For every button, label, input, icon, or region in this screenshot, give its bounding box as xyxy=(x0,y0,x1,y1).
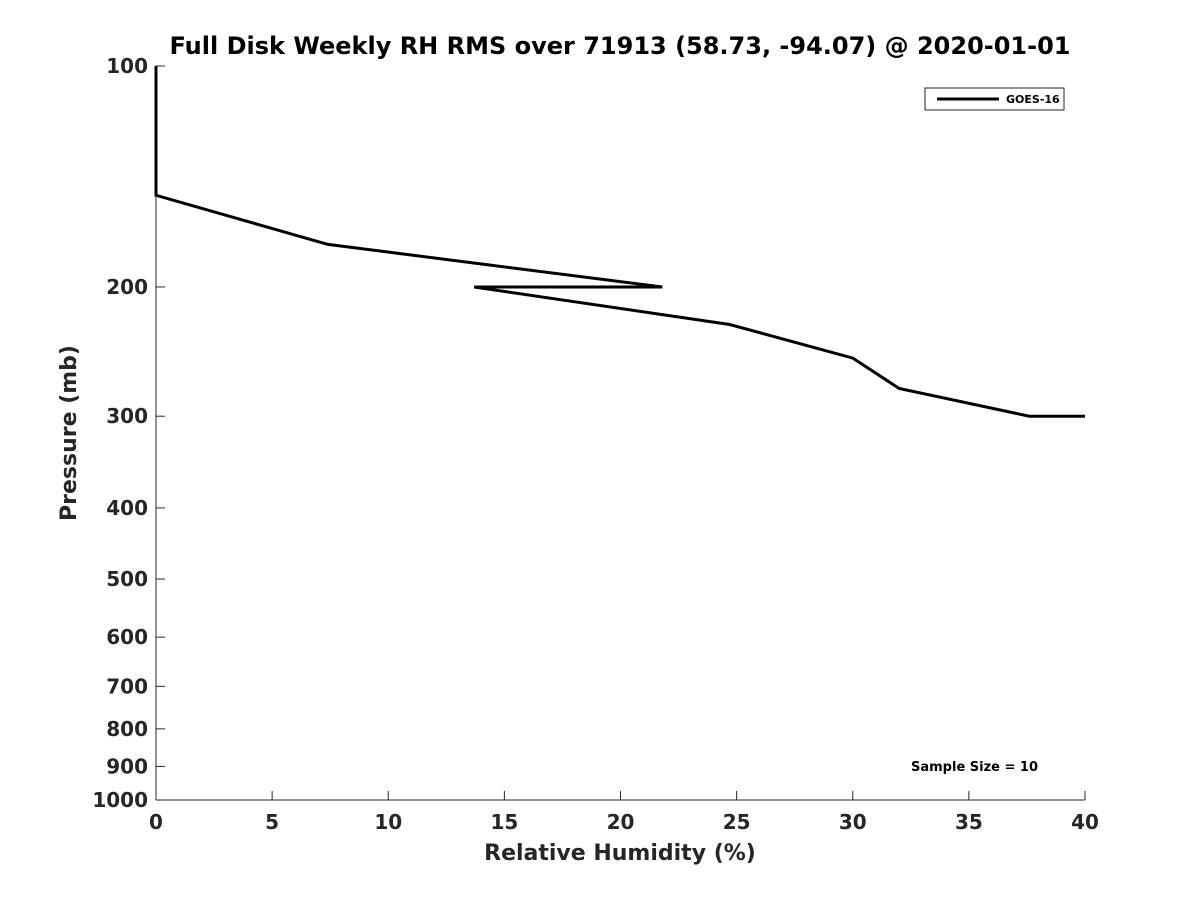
legend-label-goes-16: GOES-16 xyxy=(1006,93,1060,106)
x-tick-label-35: 35 xyxy=(955,810,983,834)
x-tick-label-20: 20 xyxy=(607,810,635,834)
x-tick-label-25: 25 xyxy=(723,810,751,834)
x-tick-label-30: 30 xyxy=(839,810,867,834)
y-axis-label: Pressure (mb) xyxy=(57,345,82,521)
x-tick-label-15: 15 xyxy=(490,810,518,834)
y-tick-label-900: 900 xyxy=(106,754,148,778)
series-layer xyxy=(156,66,1085,416)
x-tick-label-5: 5 xyxy=(265,810,279,834)
y-tick-label-1000: 1000 xyxy=(92,788,148,812)
y-tick-label-400: 400 xyxy=(106,496,148,520)
x-tick-label-0: 0 xyxy=(149,810,163,834)
y-tick-label-100: 100 xyxy=(106,54,148,78)
chart-title: Full Disk Weekly RH RMS over 71913 (58.7… xyxy=(169,32,1070,60)
sample-size-annotation: Sample Size = 10 xyxy=(911,760,1038,775)
y-tick-label-600: 600 xyxy=(106,625,148,649)
x-axis-label: Relative Humidity (%) xyxy=(484,841,756,866)
y-tick-label-700: 700 xyxy=(106,674,148,698)
x-tick-label-40: 40 xyxy=(1071,810,1099,834)
y-tick-label-300: 300 xyxy=(106,404,148,428)
y-tick-label-200: 200 xyxy=(106,275,148,299)
y-tick-label-500: 500 xyxy=(106,567,148,591)
series-line-goes-16 xyxy=(156,66,1085,416)
x-tick-label-10: 10 xyxy=(374,810,402,834)
legend: GOES-16 xyxy=(925,88,1064,110)
axes: 0 5 10 15 20 25 30 35 40 100 200 300 400 500 600 700 800… xyxy=(92,54,1099,834)
y-tick-label-800: 800 xyxy=(106,717,148,741)
